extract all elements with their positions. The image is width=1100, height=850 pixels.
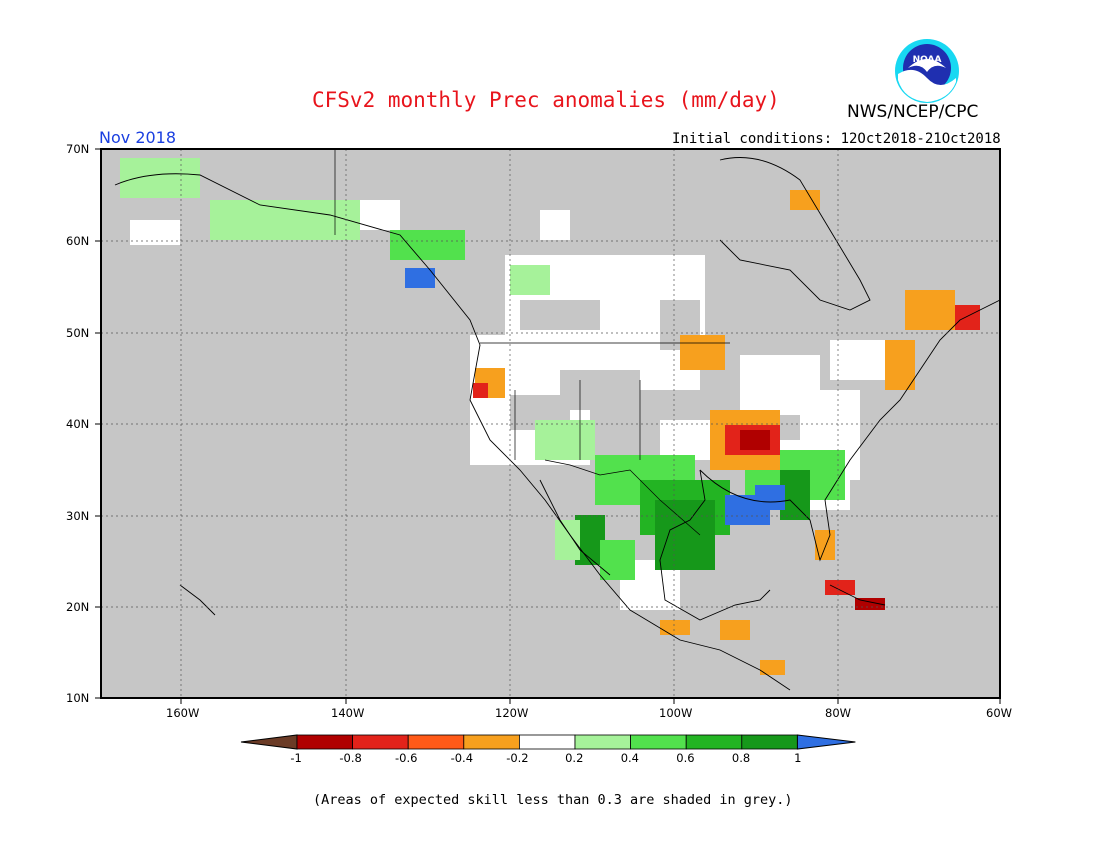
colorbar-arrow-low bbox=[240, 734, 298, 750]
lat-label: 70N bbox=[66, 142, 90, 156]
lon-label: 80W bbox=[825, 706, 852, 720]
lat-label: 50N bbox=[66, 326, 90, 340]
colorbar-tick-label: -0.4 bbox=[450, 751, 474, 765]
colorbar-cell bbox=[519, 734, 576, 750]
political-borders bbox=[334, 150, 730, 536]
tick-marks bbox=[95, 148, 1001, 704]
lon-label: 140W bbox=[331, 706, 365, 720]
noaa-logo: NOAA bbox=[895, 39, 959, 103]
skill-footnote: (Areas of expected skill less than 0.3 a… bbox=[313, 792, 793, 808]
colorbar-cell bbox=[574, 734, 631, 750]
forecast-month: Nov 2018 bbox=[99, 128, 177, 147]
colorbar-cell bbox=[630, 734, 687, 750]
dry-anomaly-regions bbox=[473, 190, 980, 675]
colorbar-tick-label: -0.2 bbox=[506, 751, 529, 765]
grid-lines bbox=[101, 149, 1000, 698]
colorbar-tick-label: 0.8 bbox=[731, 751, 751, 765]
colorbar bbox=[240, 734, 856, 750]
lat-label: 40N bbox=[66, 417, 90, 431]
lon-label: 160W bbox=[166, 706, 200, 720]
colorbar-tick-label: 1 bbox=[794, 751, 802, 765]
colorbar-cell bbox=[685, 734, 743, 750]
colorbar-cell bbox=[352, 734, 409, 750]
agency-label: NWS/NCEP/CPC bbox=[847, 102, 979, 122]
colorbar-arrow-high bbox=[796, 734, 856, 750]
colorbar-cell bbox=[463, 734, 520, 750]
strong-wet-regions bbox=[405, 268, 785, 525]
map-title: CFSv2 monthly Prec anomalies (mm/day) bbox=[312, 88, 780, 112]
lat-label: 10N bbox=[66, 691, 90, 705]
lat-label: 60N bbox=[66, 234, 90, 248]
colorbar-tick-label: 0.4 bbox=[620, 751, 639, 765]
lat-label: 20N bbox=[66, 600, 90, 614]
colorbar-tick-label: 0.6 bbox=[676, 751, 695, 765]
colorbar-tick-label: -0.8 bbox=[339, 751, 362, 765]
svg-text:NOAA: NOAA bbox=[913, 55, 942, 65]
coastlines bbox=[114, 157, 1000, 691]
initial-conditions: Initial conditions: 12Oct2018-21Oct2018 bbox=[672, 131, 1001, 147]
colorbar-cell bbox=[407, 734, 465, 750]
wet-anomaly-regions bbox=[120, 158, 845, 580]
lon-label: 60W bbox=[986, 706, 1013, 720]
colorbar-tick-label: -0.6 bbox=[395, 751, 418, 765]
colorbar-tick-label: -1 bbox=[290, 751, 302, 765]
colorbar-tick-label: 0.2 bbox=[565, 751, 584, 765]
lon-label: 120W bbox=[495, 706, 529, 720]
lat-label: 30N bbox=[66, 509, 90, 523]
lon-label: 100W bbox=[659, 706, 693, 720]
colorbar-cell bbox=[741, 734, 798, 750]
colorbar-cell bbox=[296, 734, 353, 750]
